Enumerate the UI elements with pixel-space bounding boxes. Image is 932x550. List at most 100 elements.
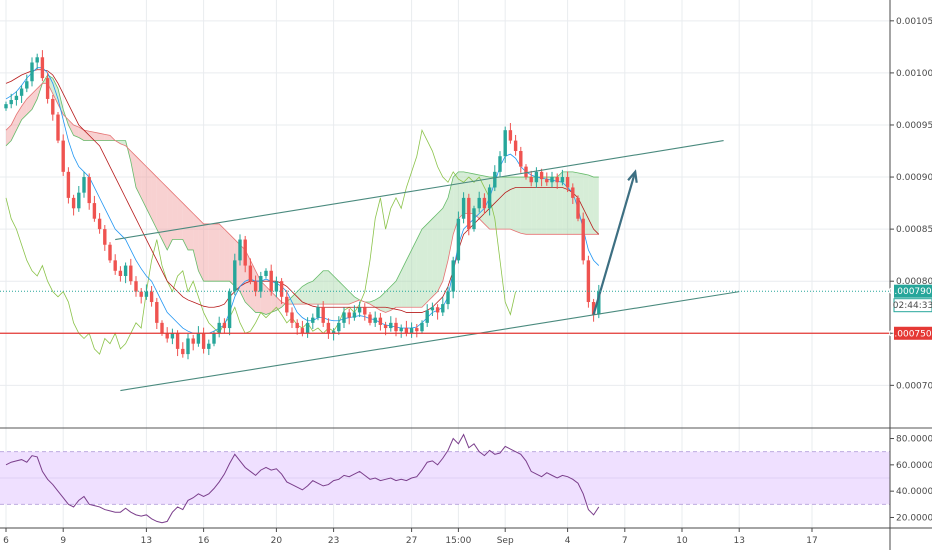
candle-down[interactable]	[243, 239, 247, 266]
candle-down[interactable]	[513, 140, 518, 152]
candle-up[interactable]	[316, 307, 320, 318]
candle-down[interactable]	[565, 177, 570, 188]
candle-down[interactable]	[66, 171, 71, 198]
candle-up[interactable]	[357, 307, 362, 313]
candle-down[interactable]	[290, 312, 294, 323]
candle-up[interactable]	[461, 197, 466, 219]
channel-lower-line[interactable]	[120, 291, 740, 392]
candle-up[interactable]	[227, 291, 232, 329]
candle-up[interactable]	[550, 177, 554, 183]
candle-down[interactable]	[519, 151, 523, 167]
candle-up[interactable]	[123, 265, 128, 276]
candle-down[interactable]	[394, 322, 398, 332]
candle-down[interactable]	[201, 333, 206, 349]
candle-down[interactable]	[482, 197, 487, 209]
candle-up[interactable]	[331, 331, 336, 334]
candle-up[interactable]	[451, 260, 455, 292]
channel-upper-line[interactable]	[115, 140, 724, 241]
candle-down[interactable]	[539, 171, 544, 180]
candle-down[interactable]	[92, 203, 97, 219]
candle-down[interactable]	[191, 338, 195, 344]
candle-down[interactable]	[61, 140, 65, 172]
candle-down[interactable]	[40, 57, 45, 79]
candle-down[interactable]	[181, 348, 185, 355]
candle-down[interactable]	[51, 98, 55, 115]
candle-up[interactable]	[305, 322, 310, 334]
candle-down[interactable]	[269, 270, 273, 292]
candle-down[interactable]	[56, 114, 60, 141]
candle-down[interactable]	[326, 322, 331, 334]
candle-down[interactable]	[108, 244, 112, 261]
candle-down[interactable]	[155, 302, 159, 323]
candle-down[interactable]	[524, 166, 528, 178]
candle-down[interactable]	[160, 322, 164, 334]
candle-up[interactable]	[170, 333, 175, 339]
candle-down[interactable]	[415, 328, 419, 332]
candle-down[interactable]	[435, 307, 440, 313]
candle-down[interactable]	[87, 177, 91, 204]
drawing-annotations[interactable]	[0, 140, 890, 392]
candle-up[interactable]	[233, 260, 237, 292]
candlesticks[interactable]	[4, 50, 601, 360]
candle-down[interactable]	[581, 218, 585, 261]
candle-down[interactable]	[571, 187, 575, 198]
candle-up[interactable]	[477, 197, 481, 209]
candle-down[interactable]	[175, 333, 180, 349]
candle-down[interactable]	[363, 307, 367, 315]
candle-up[interactable]	[389, 322, 393, 329]
candle-down[interactable]	[508, 130, 513, 141]
projection-arrow-head[interactable]	[627, 169, 638, 183]
candle-down[interactable]	[383, 324, 388, 329]
candle-up[interactable]	[430, 307, 435, 311]
candle-down[interactable]	[103, 229, 107, 245]
candle-down[interactable]	[555, 177, 559, 183]
candle-down[interactable]	[576, 197, 580, 219]
candle-up[interactable]	[456, 218, 461, 261]
candle-up[interactable]	[207, 343, 211, 349]
candle-up[interactable]	[342, 312, 346, 323]
candle-down[interactable]	[222, 322, 227, 329]
candle-up[interactable]	[493, 171, 497, 188]
candle-up[interactable]	[238, 239, 242, 261]
candle-up[interactable]	[487, 187, 492, 209]
candle-up[interactable]	[35, 57, 39, 63]
candle-up[interactable]	[441, 304, 445, 313]
candle-up[interactable]	[373, 317, 377, 323]
candle-down[interactable]	[321, 307, 325, 323]
candle-up[interactable]	[186, 338, 190, 355]
candle-up[interactable]	[337, 322, 341, 332]
candle-down[interactable]	[586, 260, 591, 303]
candle-up[interactable]	[19, 88, 24, 96]
candle-up[interactable]	[274, 281, 279, 292]
candle-down[interactable]	[404, 328, 409, 334]
candle-down[interactable]	[149, 291, 154, 303]
candle-down[interactable]	[97, 218, 102, 230]
candle-up[interactable]	[30, 62, 34, 82]
candle-down[interactable]	[545, 179, 549, 183]
candle-up[interactable]	[14, 95, 19, 100]
candle-down[interactable]	[139, 291, 143, 297]
candle-up[interactable]	[217, 322, 221, 334]
candle-down[interactable]	[134, 281, 138, 292]
candle-up[interactable]	[472, 208, 476, 230]
candle-up[interactable]	[560, 177, 565, 183]
candle-up[interactable]	[425, 310, 429, 323]
candle-down[interactable]	[467, 197, 471, 230]
candle-up[interactable]	[409, 328, 414, 334]
candle-down[interactable]	[368, 314, 372, 323]
candle-up[interactable]	[77, 192, 81, 209]
candle-down[interactable]	[129, 265, 133, 282]
candle-up[interactable]	[352, 312, 357, 318]
candle-down[interactable]	[45, 78, 50, 99]
candle-down[interactable]	[113, 260, 117, 271]
candle-down[interactable]	[248, 265, 253, 282]
candle-up[interactable]	[311, 317, 315, 323]
candle-up[interactable]	[534, 171, 539, 183]
candle-up[interactable]	[25, 81, 29, 89]
candle-down[interactable]	[279, 281, 284, 297]
candle-down[interactable]	[285, 296, 289, 313]
candle-up[interactable]	[259, 275, 263, 292]
candle-up[interactable]	[446, 291, 450, 305]
